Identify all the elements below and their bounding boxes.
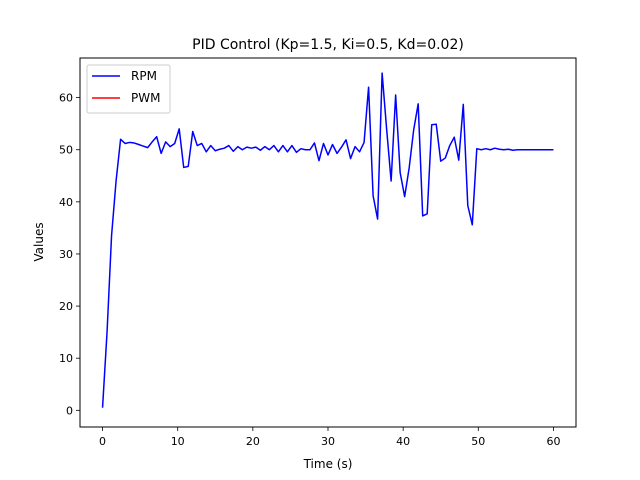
legend-label-pwm: PWM: [131, 91, 160, 105]
y-tick-label: 60: [59, 92, 73, 105]
x-tick-label: 50: [471, 435, 485, 448]
y-axis: 0 10 20 30 40 50 60: [59, 92, 80, 417]
x-axis-label: Time (s): [303, 457, 353, 471]
y-axis-label: Values: [32, 222, 46, 261]
x-tick-label: 20: [246, 435, 260, 448]
y-tick-label: 20: [59, 300, 73, 313]
x-tick-label: 30: [321, 435, 335, 448]
legend-box: [86, 64, 171, 114]
x-tick-label: 10: [171, 435, 185, 448]
y-tick-label: 50: [59, 144, 73, 157]
x-tick-label: 60: [546, 435, 560, 448]
x-tick-label: 0: [99, 435, 106, 448]
y-tick-label: 0: [66, 404, 73, 417]
y-tick-label: 10: [59, 352, 73, 365]
legend: RPM PWM: [86, 64, 171, 114]
x-tick-label: 40: [396, 435, 410, 448]
x-axis: 0 10 20 30 40 50 60: [99, 427, 560, 448]
legend-label-rpm: RPM: [131, 69, 157, 83]
plot-area: [101, 72, 554, 408]
series-line-rpm: [101, 72, 554, 408]
y-tick-label: 30: [59, 248, 73, 261]
y-tick-label: 40: [59, 196, 73, 209]
chart-title: PID Control (Kp=1.5, Ki=0.5, Kd=0.02): [192, 37, 464, 53]
